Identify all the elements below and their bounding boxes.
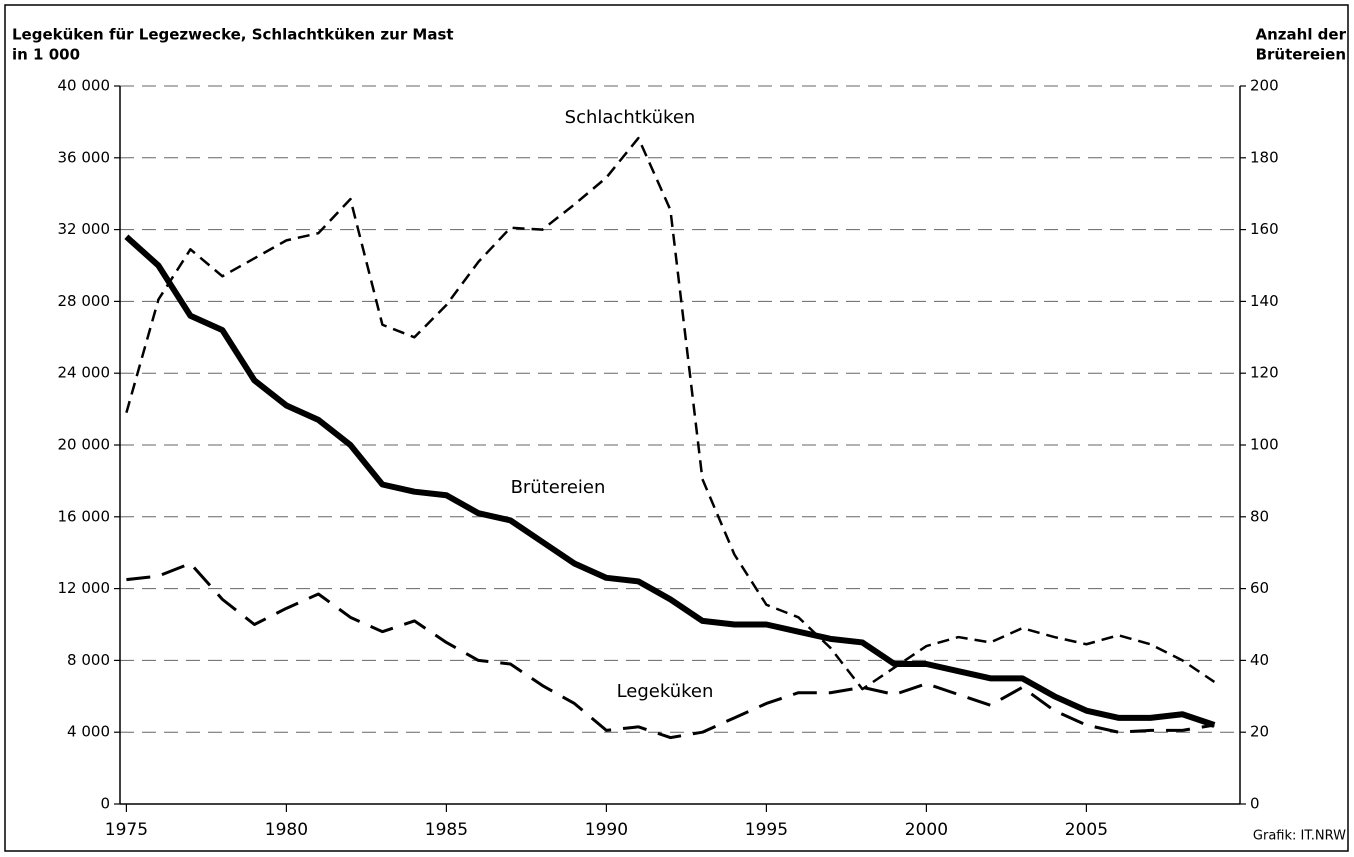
y-tick-label: 40 000 — [58, 77, 111, 95]
series-label: Legeküken — [617, 681, 714, 702]
x-tick-label: 1980 — [265, 820, 308, 840]
frame — [4, 4, 1349, 852]
x-tick-label: 1990 — [585, 820, 628, 840]
y2-tick-label: 80 — [1250, 507, 1269, 525]
y2-tick-label: 160 — [1250, 220, 1279, 238]
series-line — [125, 136, 1216, 691]
y-axis-title: in 1 000 — [12, 46, 80, 64]
y2-tick-label: 20 — [1250, 723, 1269, 741]
x-tick-label: 1975 — [105, 820, 148, 840]
y-tick-label: 20 000 — [58, 436, 111, 454]
y-tick-label: 12 000 — [58, 579, 111, 597]
y2-tick-label: 120 — [1250, 364, 1279, 382]
y2-axis-title: Brütereien — [1256, 46, 1346, 64]
y2-tick-label: 140 — [1250, 292, 1279, 310]
y-axis-title: Legeküken für Legezwecke, Schlachtküken … — [12, 26, 454, 44]
y2-tick-label: 0 — [1250, 795, 1260, 813]
y2-tick-label: 40 — [1250, 651, 1269, 669]
series-line — [126, 561, 1215, 740]
source: Grafik: IT.NRW — [1253, 829, 1346, 844]
y-tick-label: 16 000 — [58, 507, 111, 525]
series-label: Schlachtküken — [565, 107, 696, 128]
x-tick-label: 2005 — [1065, 820, 1108, 840]
y-tick-label: 28 000 — [58, 292, 111, 310]
y-tick-label: 8 000 — [67, 651, 110, 669]
y2-tick-label: 180 — [1250, 148, 1279, 166]
y-tick-label: 32 000 — [58, 220, 111, 238]
x-tick-label: 2000 — [905, 820, 948, 840]
y-tick-label: 36 000 — [58, 148, 111, 166]
y2-axis-title: Anzahl der — [1256, 26, 1347, 44]
y2-tick-label: 100 — [1250, 436, 1279, 454]
x-tick-label: 1985 — [425, 820, 468, 840]
y2-tick-label: 200 — [1250, 77, 1279, 95]
y2-tick-label: 60 — [1250, 579, 1269, 597]
y-tick-label: 24 000 — [58, 364, 111, 382]
y-tick-label: 0 — [100, 795, 110, 813]
series-line — [124, 234, 1216, 728]
y-tick-label: 4 000 — [67, 723, 110, 741]
series-label: Brütereien — [511, 477, 606, 498]
x-tick-label: 1995 — [745, 820, 788, 840]
